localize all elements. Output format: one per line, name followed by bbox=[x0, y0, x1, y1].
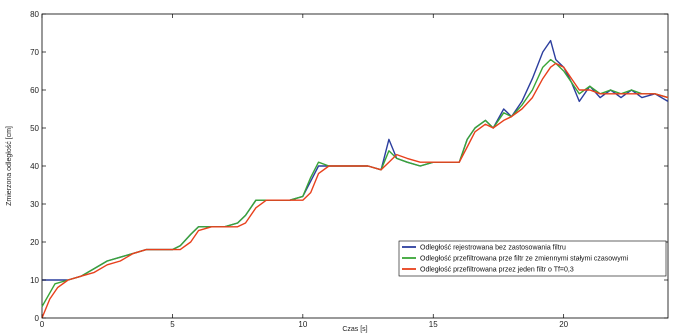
x-axis-label: Czas [s] bbox=[342, 326, 367, 333]
y-tick-label: 50 bbox=[30, 124, 39, 133]
legend-label-single-filter: Odległość przefiltrowana przez jeden fil… bbox=[420, 267, 574, 274]
y-tick-label: 40 bbox=[30, 162, 39, 171]
y-tick-label: 0 bbox=[35, 314, 40, 323]
x-tick-label: 5 bbox=[170, 320, 175, 329]
legend-label-raw: Odległość rejestrowana bez zastosowania … bbox=[420, 245, 566, 252]
y-tick-label: 10 bbox=[30, 276, 39, 285]
x-tick-label: 0 bbox=[40, 320, 45, 329]
y-tick-label: 80 bbox=[30, 10, 39, 19]
series-layer bbox=[41, 39, 669, 319]
y-tick-label: 70 bbox=[30, 48, 39, 57]
series-line-2 bbox=[41, 62, 669, 319]
y-axis-label: Zmierzona odległość [cm] bbox=[6, 126, 13, 206]
x-tick-label: 15 bbox=[429, 320, 438, 329]
x-tick-label: 10 bbox=[298, 320, 307, 329]
y-tick-label: 30 bbox=[30, 200, 39, 209]
x-tick-label: 20 bbox=[559, 320, 568, 329]
legend-box bbox=[398, 240, 667, 277]
y-tick-label: 60 bbox=[30, 86, 39, 95]
tick-layer: 0 5 10 15 20 0 10 20 30 40 50 60 70 80 bbox=[30, 10, 668, 329]
legend-label-variable-filter: Odległość przefiltrowana prze filtr ze z… bbox=[420, 256, 629, 263]
legend: Odległość rejestrowana bez zastosowania … bbox=[398, 240, 667, 277]
y-tick-label: 20 bbox=[30, 238, 39, 247]
